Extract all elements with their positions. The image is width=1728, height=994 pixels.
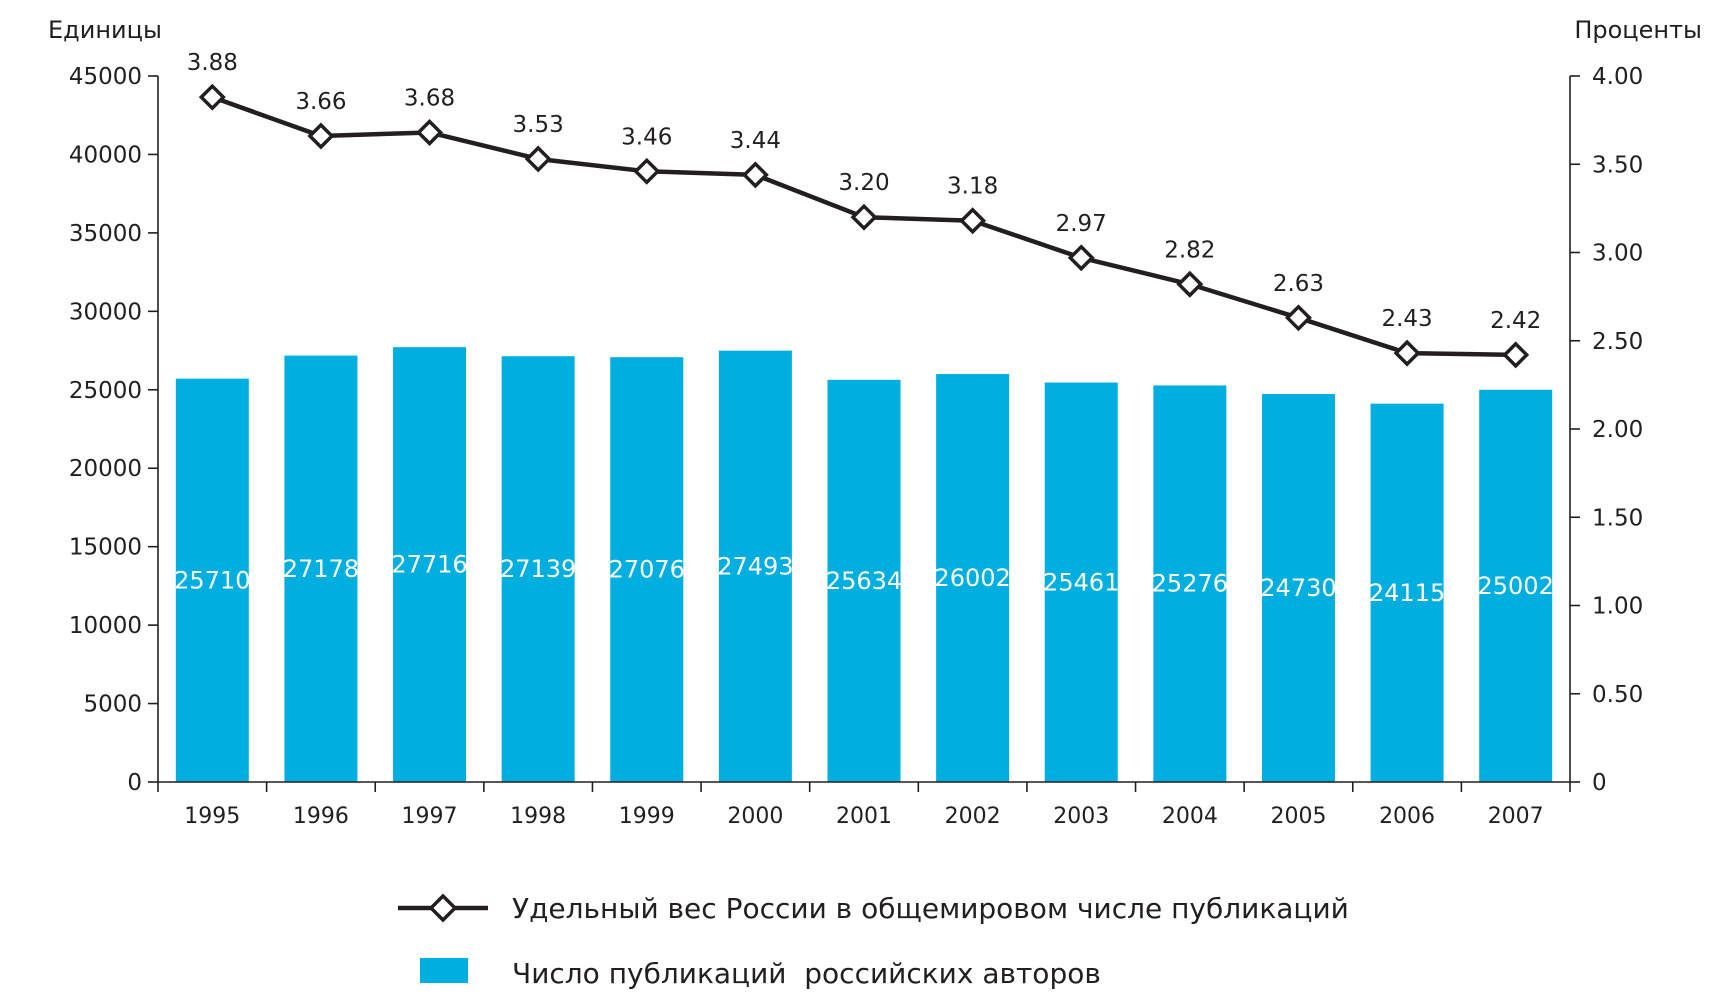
legend-bar-swatch xyxy=(420,958,468,983)
bar-value-label: 27716 xyxy=(391,551,467,579)
bar-value-label: 25634 xyxy=(826,567,902,595)
bar xyxy=(718,350,792,782)
line-point-label: 3.44 xyxy=(730,128,781,154)
bar xyxy=(827,379,901,782)
line-point-marker xyxy=(524,145,552,173)
legend-bar-label: Число публикаций российских авторов xyxy=(512,957,1101,990)
x-axis-tick-label: 1997 xyxy=(402,804,458,829)
bar-value-label: 24730 xyxy=(1260,574,1336,602)
bar-value-label: 27493 xyxy=(717,552,793,580)
axes-layer: 0500010000150002000025000300003500040000… xyxy=(69,64,1643,829)
x-axis-tick-label: 1998 xyxy=(510,804,566,829)
line-point-marker xyxy=(198,83,226,111)
x-axis-tick-label: 2005 xyxy=(1270,804,1326,829)
x-axis-tick-label: 1999 xyxy=(619,804,675,829)
left-axis-tick-label: 10000 xyxy=(69,613,142,639)
line-point-label: 2.97 xyxy=(1056,211,1107,237)
bar-value-label: 27076 xyxy=(609,556,685,584)
line-point-label: 3.66 xyxy=(295,89,346,115)
left-axis-tick-label: 45000 xyxy=(69,64,142,90)
left-axis-title: Единицы xyxy=(48,16,162,44)
left-axis-tick-label: 15000 xyxy=(69,535,142,561)
right-axis-tick-label: 1.00 xyxy=(1592,594,1643,620)
left-axis-tick-label: 35000 xyxy=(69,221,142,247)
right-axis-tick-label: 3.00 xyxy=(1592,241,1643,267)
bar xyxy=(284,355,358,782)
bar-value-label: 25710 xyxy=(174,566,250,594)
x-axis-tick-label: 1995 xyxy=(184,804,240,829)
bar-value-label: 25461 xyxy=(1043,568,1119,596)
line-layer: 3.88 3.66 3.68 3.53 3.46 3.44 3.20 3.18 2.97 2.82… xyxy=(187,50,1541,369)
line-point-label: 3.53 xyxy=(513,112,564,138)
bar-value-label: 27178 xyxy=(283,555,359,583)
line-point-marker xyxy=(1067,244,1095,272)
bar xyxy=(501,356,575,782)
legend-diamond-marker xyxy=(428,893,458,923)
bar-value-label: 25276 xyxy=(1152,570,1228,598)
x-axis-tick-label: 2000 xyxy=(727,804,783,829)
bars-layer: 25710 27178 27716 27139 27076 27493 25634 26002… xyxy=(174,347,1554,782)
bar xyxy=(1261,394,1335,782)
left-axis-tick-label: 20000 xyxy=(69,456,142,482)
bar xyxy=(1153,385,1227,782)
bar xyxy=(1479,389,1553,782)
right-axis-tick-label: 1.50 xyxy=(1592,505,1643,531)
legend: Удельный вес России в общемировом числе … xyxy=(398,892,1349,990)
x-axis-tick-label: 2007 xyxy=(1488,804,1544,829)
right-axis-tick-label: 2.00 xyxy=(1592,417,1643,443)
line-point-marker xyxy=(1284,304,1312,332)
right-axis-tick-label: 3.50 xyxy=(1592,152,1643,178)
line-point-marker xyxy=(959,207,987,235)
x-axis-tick-label: 2001 xyxy=(836,804,892,829)
right-axis-tick-label: 4.00 xyxy=(1592,64,1643,90)
left-axis-tick-label: 5000 xyxy=(83,692,142,718)
bar xyxy=(1370,403,1444,782)
line-point-marker xyxy=(850,203,878,231)
right-axis-title: Проценты xyxy=(1574,16,1702,44)
line-point-marker xyxy=(416,119,444,146)
legend-line-label: Удельный вес России в общемировом числе … xyxy=(512,892,1349,925)
right-axis-tick-label: 2.50 xyxy=(1592,329,1643,355)
line-point-marker xyxy=(1176,270,1204,298)
bar xyxy=(175,378,249,782)
line-point-label: 2.42 xyxy=(1490,308,1541,334)
line-point-label: 3.68 xyxy=(404,85,455,111)
bar xyxy=(610,357,684,782)
left-axis-tick-label: 0 xyxy=(127,770,142,796)
line-point-label: 2.63 xyxy=(1273,271,1324,297)
x-axis-tick-label: 2004 xyxy=(1162,804,1218,829)
line-point-label: 2.82 xyxy=(1164,237,1215,263)
left-axis-tick-label: 40000 xyxy=(69,142,142,168)
bar-value-label: 27139 xyxy=(500,555,576,583)
right-axis-tick-label: 0 xyxy=(1592,770,1607,796)
line-point-label: 3.46 xyxy=(621,124,672,150)
line-point-label: 3.88 xyxy=(187,50,238,76)
left-axis-tick-label: 30000 xyxy=(69,299,142,325)
line-point-marker xyxy=(1393,339,1421,367)
x-axis-tick-label: 2003 xyxy=(1053,804,1109,829)
x-axis-tick-label: 2006 xyxy=(1379,804,1435,829)
bar-value-label: 26002 xyxy=(934,564,1010,592)
bar-value-label: 25002 xyxy=(1478,572,1554,600)
bar xyxy=(393,347,467,782)
line-point-label: 3.20 xyxy=(838,170,889,196)
line-point-marker xyxy=(633,157,661,185)
line-point-label: 3.18 xyxy=(947,174,998,200)
right-axis-tick-label: 0.50 xyxy=(1592,682,1643,708)
bar xyxy=(936,374,1010,782)
left-axis-tick-label: 25000 xyxy=(69,378,142,404)
x-axis-tick-label: 2002 xyxy=(945,804,1001,829)
line-point-label: 2.43 xyxy=(1381,306,1432,332)
line-point-marker xyxy=(741,161,769,189)
x-axis-tick-label: 1996 xyxy=(293,804,349,829)
bar xyxy=(1044,382,1118,782)
bar-value-label: 24115 xyxy=(1369,579,1445,607)
line-point-marker xyxy=(1502,341,1530,369)
line-point-marker xyxy=(307,122,335,150)
